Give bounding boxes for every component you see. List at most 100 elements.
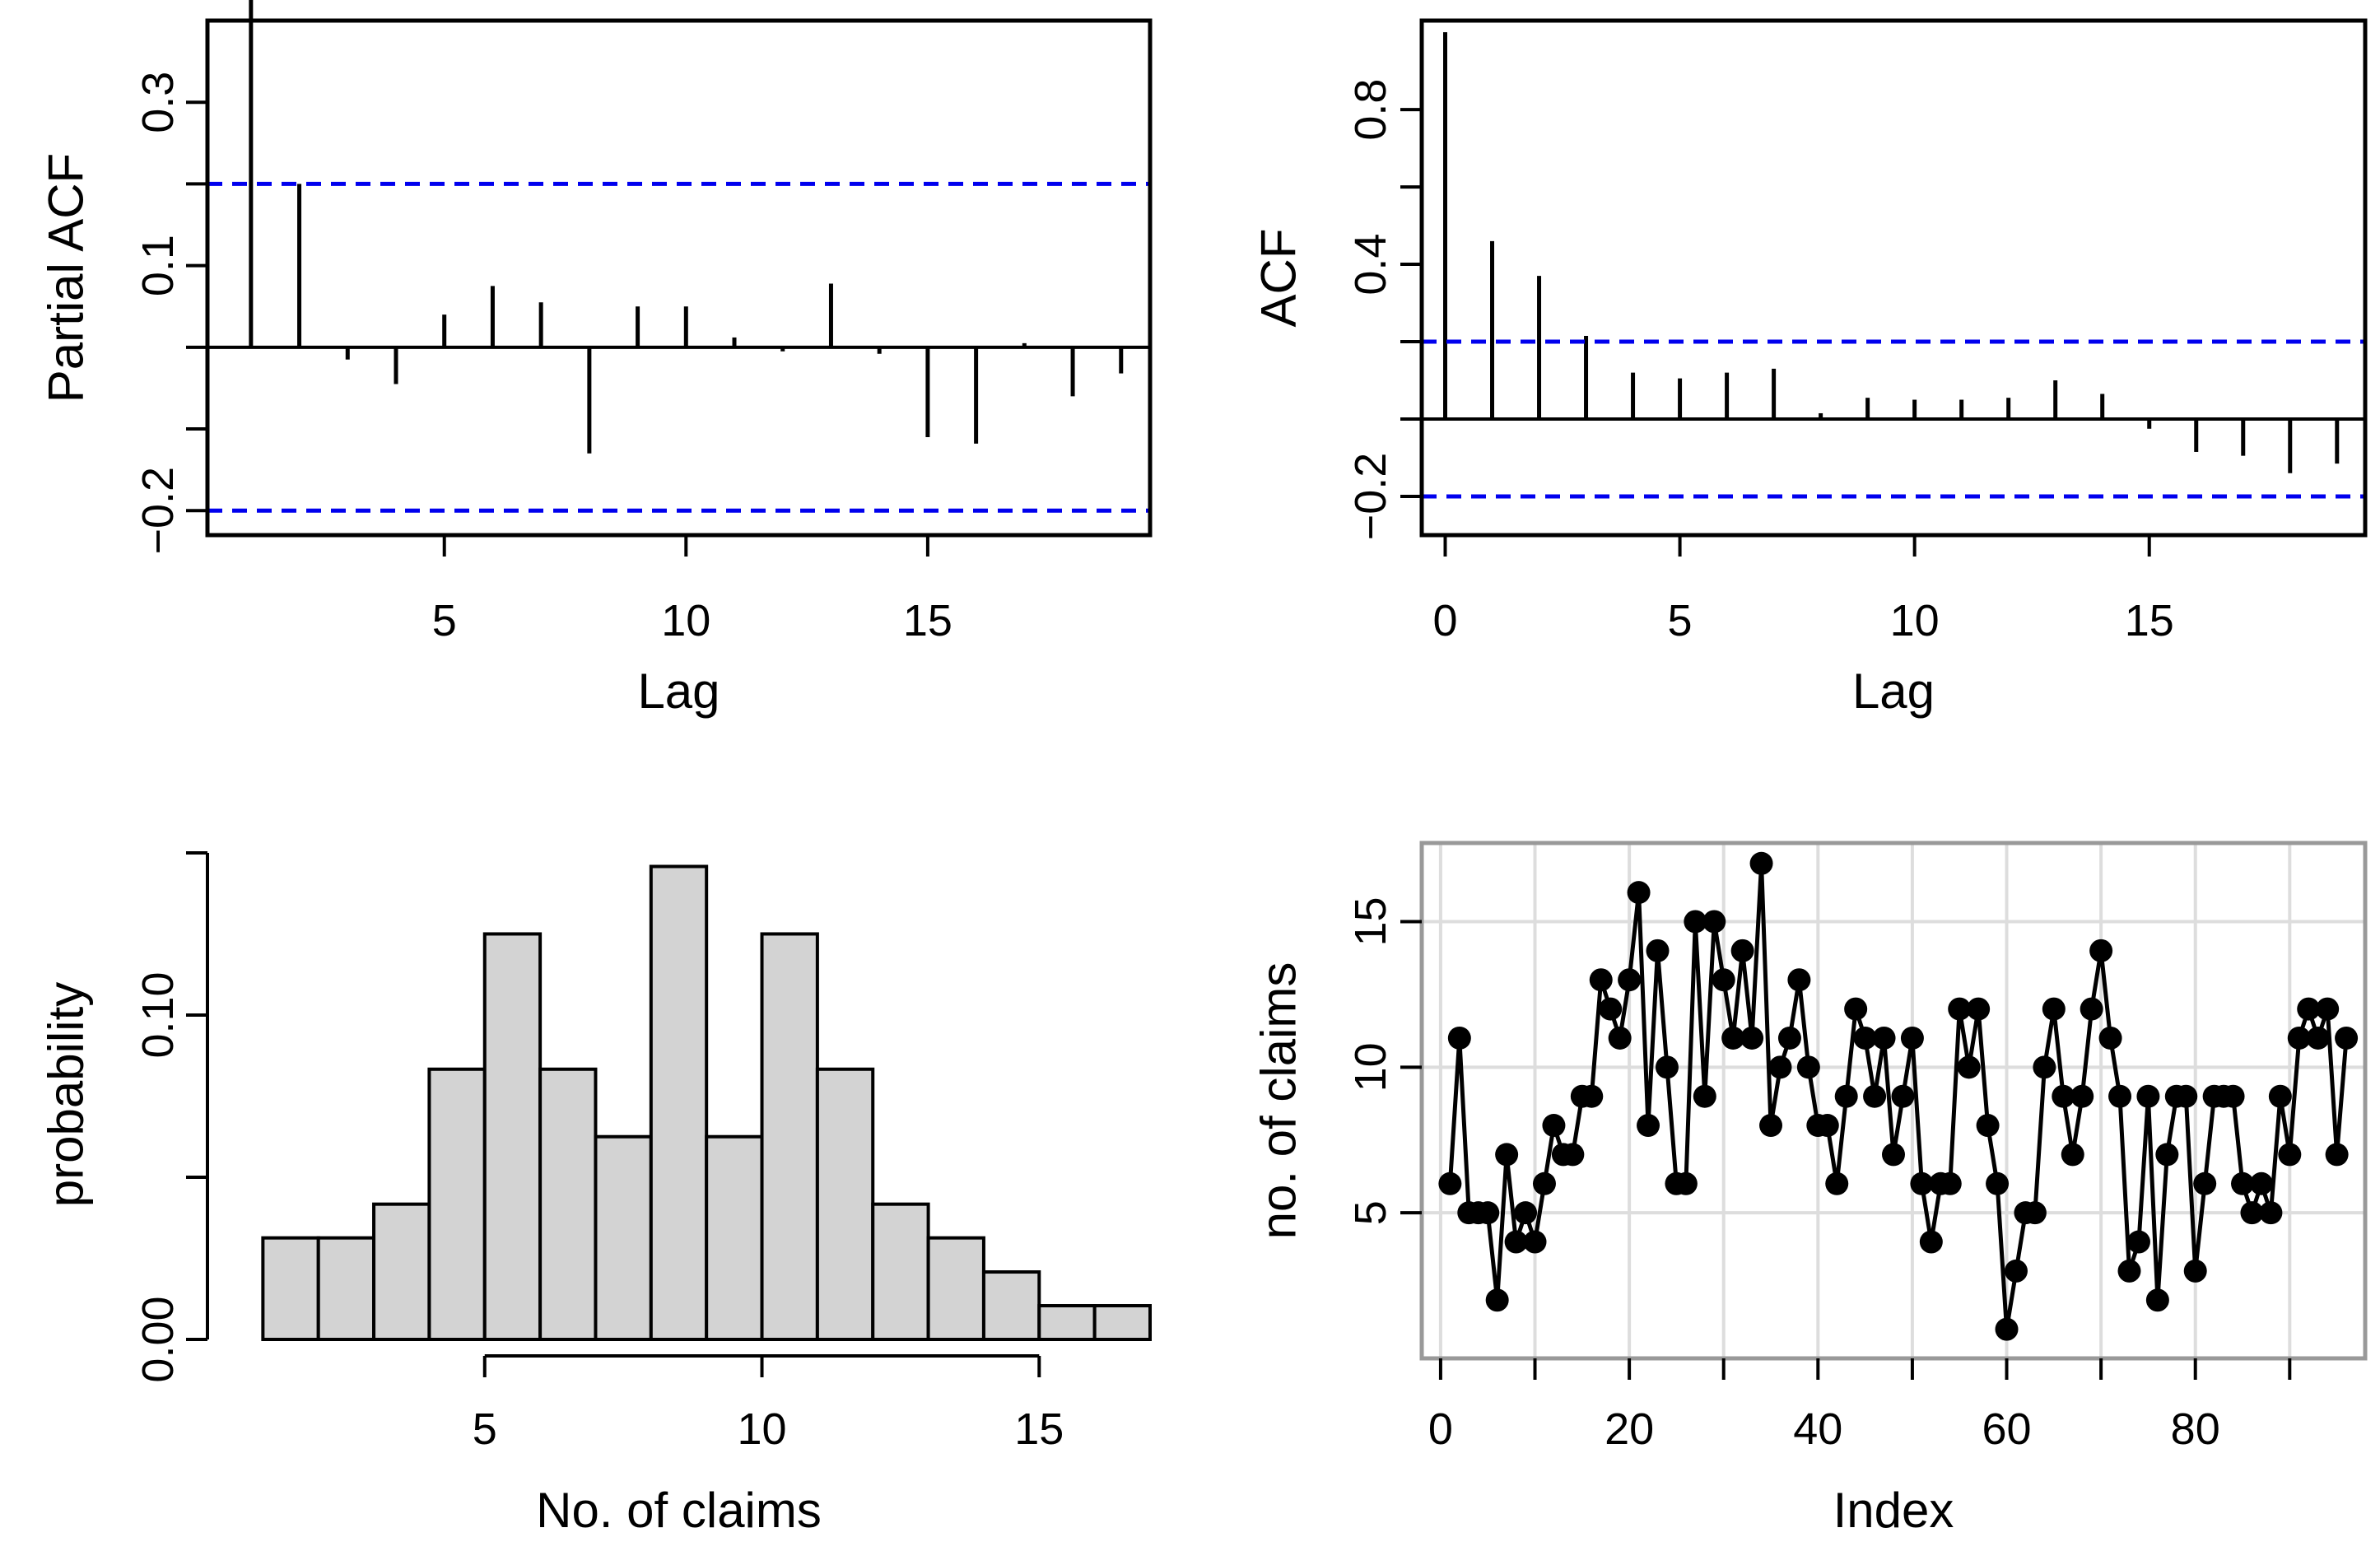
series-point [2249, 1171, 2273, 1195]
series-point [2033, 1055, 2056, 1079]
series-point [1957, 1055, 1981, 1079]
series-point [1655, 1055, 1679, 1079]
y-axis-title: ACF [1251, 229, 1306, 328]
x-tick-label: 10 [661, 596, 710, 645]
y-tick-label: 10 [1346, 1042, 1395, 1092]
series-point [1796, 1055, 1820, 1079]
series-point [1608, 1026, 1632, 1050]
series-point [2098, 1026, 2122, 1050]
x-tick-label: 0 [1432, 596, 1457, 645]
series-point [2070, 1084, 2094, 1108]
x-axis-title: Lag [1852, 664, 1935, 719]
series-point [1495, 1143, 1519, 1167]
series-point [1627, 881, 1651, 905]
y-tick-label: 0.8 [1346, 79, 1395, 141]
y-axis-title: no. of claims [1251, 962, 1306, 1240]
histogram-bar [594, 1134, 653, 1342]
x-tick-label: 40 [1793, 1404, 1842, 1454]
y-tick-label: −0.2 [133, 467, 183, 555]
histogram-panel: 0.00 0.10 probability 5 10 15 No. of claims [39, 850, 1153, 1538]
series-point [2231, 1171, 2255, 1195]
series-point [2089, 939, 2113, 962]
series-point [1589, 968, 1613, 992]
series-point [1759, 1114, 1783, 1138]
series-point [1995, 1317, 2019, 1341]
series-point [2061, 1143, 2084, 1167]
x-tick-label: 0 [1428, 1404, 1453, 1454]
x-tick-label: 5 [473, 1404, 497, 1454]
series-point [2126, 1230, 2150, 1254]
series-point [2155, 1143, 2179, 1167]
series-point [2325, 1143, 2349, 1167]
series-point [1646, 939, 1670, 962]
x-tick-label: 10 [1890, 596, 1940, 645]
series-point [2297, 997, 2321, 1021]
x-tick-label: 15 [1014, 1404, 1064, 1454]
histogram-bar [372, 1202, 431, 1341]
series-point [1684, 910, 1707, 934]
histogram-bar [815, 1067, 875, 1341]
y-tick-label: 0.1 [133, 235, 183, 296]
series-point [2108, 1084, 2132, 1108]
histogram-bar [926, 1236, 985, 1341]
series-point [1523, 1230, 1547, 1254]
series-point [2183, 1259, 2207, 1283]
series-point [2080, 997, 2103, 1021]
series-point [1485, 1288, 1509, 1312]
series-point [2145, 1288, 2169, 1312]
x-tick-label: 15 [903, 596, 952, 645]
series-point [1872, 1026, 1896, 1050]
x-tick-label: 15 [2125, 596, 2174, 645]
series-point [1825, 1171, 1849, 1195]
y-tick-label: −0.2 [1346, 453, 1395, 541]
series-point [2240, 1201, 2264, 1225]
histogram-bar [1092, 1304, 1153, 1342]
series-frame [1419, 841, 2368, 1361]
series-point [1618, 968, 1642, 992]
series-point [1532, 1171, 1556, 1195]
series-point [1787, 968, 1811, 992]
x-tick-label: 10 [737, 1404, 786, 1454]
series-point [2052, 1084, 2075, 1108]
series-point [1815, 1114, 1839, 1138]
y-tick-label: 0.4 [1346, 234, 1395, 296]
histogram-bar [261, 1236, 320, 1341]
series-point [1599, 997, 1623, 1021]
x-axis-title: Index [1833, 1483, 1954, 1538]
y-tick-label: 0.00 [133, 1296, 183, 1382]
series-point [2316, 997, 2340, 1021]
series-point [2278, 1143, 2302, 1167]
x-axis-title: Lag [637, 664, 720, 719]
histogram-bar [871, 1202, 930, 1341]
histogram-bar [316, 1236, 376, 1341]
y-axis-title: Partial ACF [39, 153, 94, 403]
pacf-panel: −0.2 0.1 0.3 Partial ACF 5 10 15 Lag [39, 0, 1153, 719]
x-tick-label: 20 [1605, 1404, 1654, 1454]
series-point [1986, 1171, 2010, 1195]
series-point [1910, 1171, 1934, 1195]
y-tick-label: 5 [1346, 1200, 1395, 1225]
series-point [1721, 1026, 1745, 1050]
series-point [1834, 1084, 1858, 1108]
histogram-bar [649, 864, 709, 1342]
series-point [2042, 997, 2066, 1021]
series-point [1561, 1143, 1585, 1167]
series-point [2287, 1026, 2311, 1050]
series-point [2136, 1084, 2160, 1108]
histogram-bar [981, 1270, 1041, 1342]
series-point [1730, 939, 1754, 962]
x-tick-label: 5 [1668, 596, 1693, 645]
series-point [1976, 1114, 2000, 1138]
series-point [1891, 1084, 1915, 1108]
series-point [2306, 1026, 2330, 1050]
series-point [1702, 910, 1726, 934]
x-axis-title: No. of claims [536, 1483, 822, 1538]
series-point [1938, 1171, 1962, 1195]
series-point [2004, 1259, 2028, 1283]
acf-panel: −0.2 0.4 0.8 ACF 0 5 10 15 Lag [1251, 18, 2368, 719]
series-point [1863, 1084, 1887, 1108]
series-point [1948, 997, 1972, 1021]
histogram-bar [538, 1067, 598, 1341]
series-point [1514, 1201, 1538, 1225]
y-axis-title: probability [39, 982, 94, 1208]
